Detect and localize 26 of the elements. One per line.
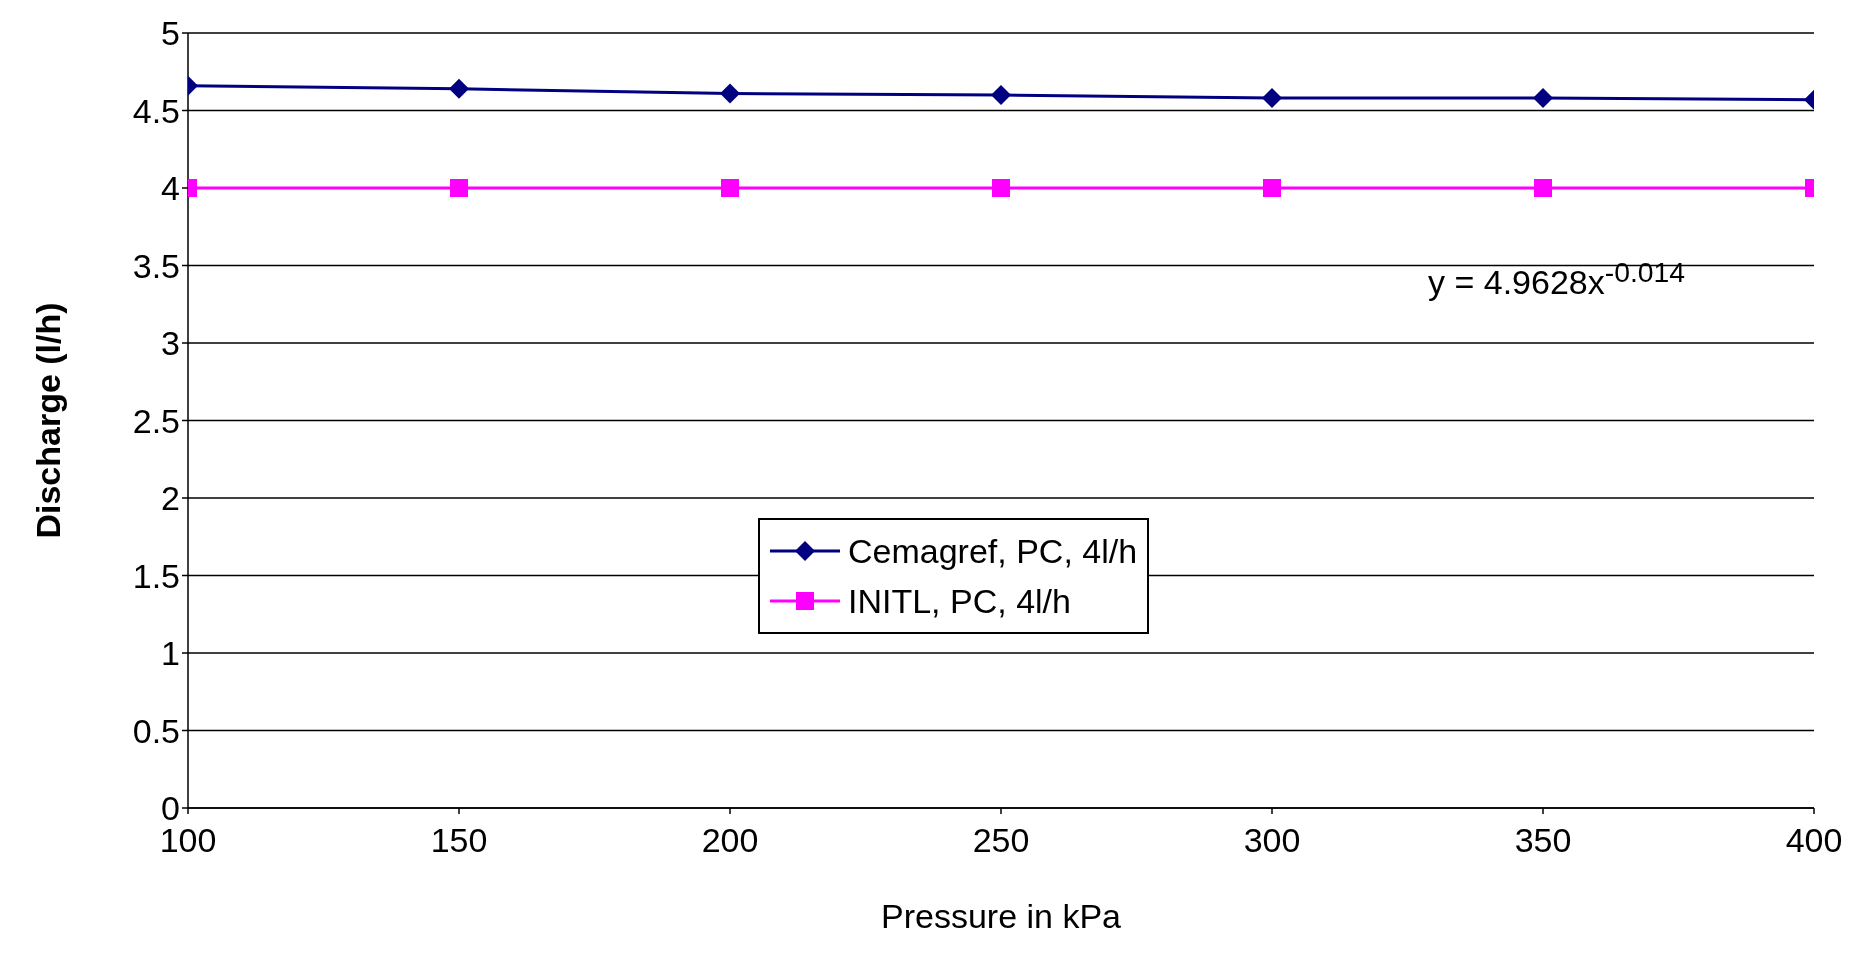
x-axis-title: Pressure in kPa [881,897,1122,935]
legend-label: Cemagref, PC, 4l/h [848,531,1138,572]
point [991,85,1011,105]
y-tick-label: 4 [161,169,180,208]
x-tick-label: 300 [1243,821,1301,860]
point [992,179,1010,197]
x-tick-label: 250 [972,821,1030,860]
x-tick-label: 400 [1785,821,1843,860]
y-tick-label: 0.5 [132,711,180,750]
y-axis-title: Discharge (l/h) [29,302,68,539]
point [1262,88,1282,109]
y-tick-label: 2.5 [132,401,180,440]
x-tick-label: 150 [430,821,488,860]
y-tick-label: 3.5 [132,246,180,285]
x-tick-label: 350 [1514,821,1572,860]
point [1263,179,1281,197]
y-tick-label: 2 [161,479,180,518]
point [721,179,739,197]
y-tick-label: 4.5 [132,91,180,130]
y-tick-label: 5 [161,14,180,53]
legend-label: INITL, PC, 4l/h [848,581,1071,622]
x-tick-label: 200 [701,821,759,860]
point [720,83,740,104]
y-tick-label: 1.5 [132,556,180,595]
y-tick-label: 3 [161,324,180,363]
y-tick-label: 1 [161,634,180,673]
